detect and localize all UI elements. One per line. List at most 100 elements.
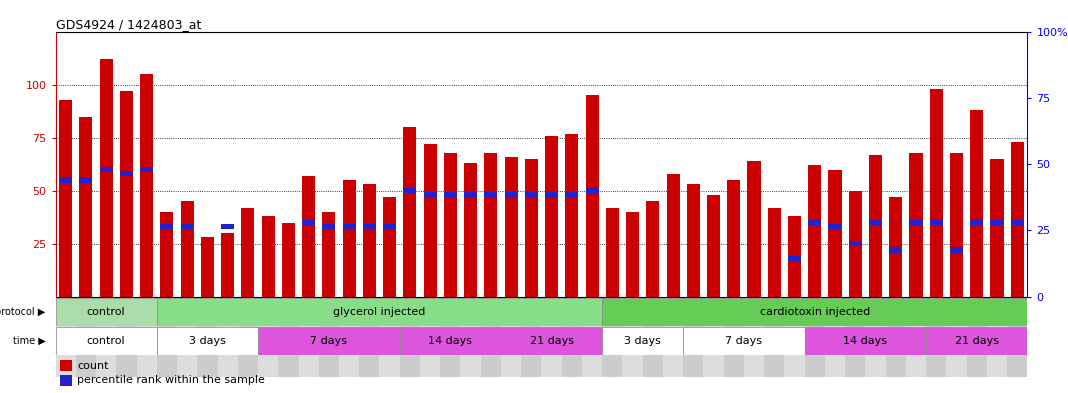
Bar — [424, 144, 437, 297]
Bar — [96, 297, 116, 377]
Bar — [241, 208, 254, 297]
Bar — [946, 297, 967, 377]
Bar — [849, 241, 862, 246]
Bar — [890, 248, 902, 253]
Bar — [849, 191, 862, 297]
Bar — [258, 327, 399, 355]
Bar — [299, 297, 318, 377]
Text: 21 days: 21 days — [530, 336, 574, 346]
Text: 14 days: 14 days — [844, 336, 888, 346]
Bar — [930, 89, 943, 297]
Text: GDS4924 / 1424803_at: GDS4924 / 1424803_at — [56, 18, 201, 31]
Bar — [768, 208, 781, 297]
Bar — [646, 201, 659, 297]
Bar — [279, 297, 299, 377]
Bar — [1007, 297, 1027, 377]
Bar — [177, 297, 198, 377]
Bar — [906, 297, 926, 377]
Bar — [399, 327, 501, 355]
Bar — [602, 297, 623, 377]
Bar — [99, 59, 113, 297]
Bar — [323, 212, 335, 297]
Bar — [663, 297, 684, 377]
Bar — [302, 220, 315, 225]
Bar — [464, 192, 477, 198]
Bar — [684, 297, 704, 377]
Bar — [643, 297, 663, 377]
Bar — [61, 375, 72, 386]
Text: control: control — [87, 307, 125, 317]
Bar — [562, 297, 582, 377]
Bar — [744, 297, 765, 377]
Bar — [444, 192, 457, 198]
Bar — [359, 297, 379, 377]
Bar — [869, 220, 882, 225]
Bar — [990, 220, 1004, 225]
Bar — [343, 224, 356, 230]
Bar — [420, 297, 440, 377]
Bar — [140, 74, 153, 297]
Bar — [623, 297, 643, 377]
Bar — [1010, 220, 1024, 225]
Bar — [302, 176, 315, 297]
Bar — [59, 99, 73, 297]
Bar — [606, 208, 619, 297]
Bar — [565, 134, 579, 297]
Bar — [79, 178, 93, 183]
Bar — [910, 152, 923, 297]
Bar — [137, 297, 157, 377]
Bar — [56, 297, 76, 377]
Bar — [582, 297, 602, 377]
Text: 7 days: 7 days — [311, 336, 347, 346]
Bar — [180, 201, 193, 297]
Bar — [501, 297, 521, 377]
Bar — [626, 212, 639, 297]
Bar — [221, 233, 234, 297]
Bar — [323, 224, 335, 230]
Text: protocol ▶: protocol ▶ — [0, 307, 46, 317]
Text: glycerol injected: glycerol injected — [333, 307, 426, 317]
Bar — [926, 327, 1027, 355]
Bar — [808, 165, 821, 297]
Bar — [949, 152, 963, 297]
Bar — [56, 298, 157, 326]
Bar — [481, 297, 501, 377]
Bar — [704, 297, 724, 377]
Bar — [282, 222, 295, 297]
Bar — [363, 184, 376, 297]
Bar — [440, 297, 460, 377]
Text: 7 days: 7 days — [725, 336, 763, 346]
Bar — [724, 297, 744, 377]
Bar — [504, 192, 518, 198]
Bar — [602, 298, 1027, 326]
Bar — [120, 171, 134, 176]
Bar — [404, 188, 417, 193]
Bar — [707, 195, 720, 297]
Bar — [585, 95, 599, 297]
Bar — [238, 297, 258, 377]
Bar — [987, 297, 1007, 377]
Bar — [198, 297, 218, 377]
Bar — [379, 297, 399, 377]
Bar — [865, 297, 885, 377]
Bar — [160, 224, 173, 230]
Text: 3 days: 3 days — [625, 336, 661, 346]
Bar — [602, 327, 684, 355]
Bar — [180, 224, 193, 230]
Bar — [521, 297, 541, 377]
Bar — [1010, 142, 1024, 297]
Bar — [140, 167, 153, 172]
Bar — [460, 297, 481, 377]
Bar — [808, 220, 821, 225]
Bar — [541, 297, 562, 377]
Bar — [785, 297, 804, 377]
Bar — [56, 327, 157, 355]
Bar — [262, 216, 274, 297]
Bar — [120, 91, 134, 297]
Bar — [687, 184, 700, 297]
Bar — [524, 159, 538, 297]
Bar — [910, 220, 923, 225]
Bar — [404, 127, 417, 297]
Text: 21 days: 21 days — [955, 336, 999, 346]
Bar — [258, 297, 279, 377]
